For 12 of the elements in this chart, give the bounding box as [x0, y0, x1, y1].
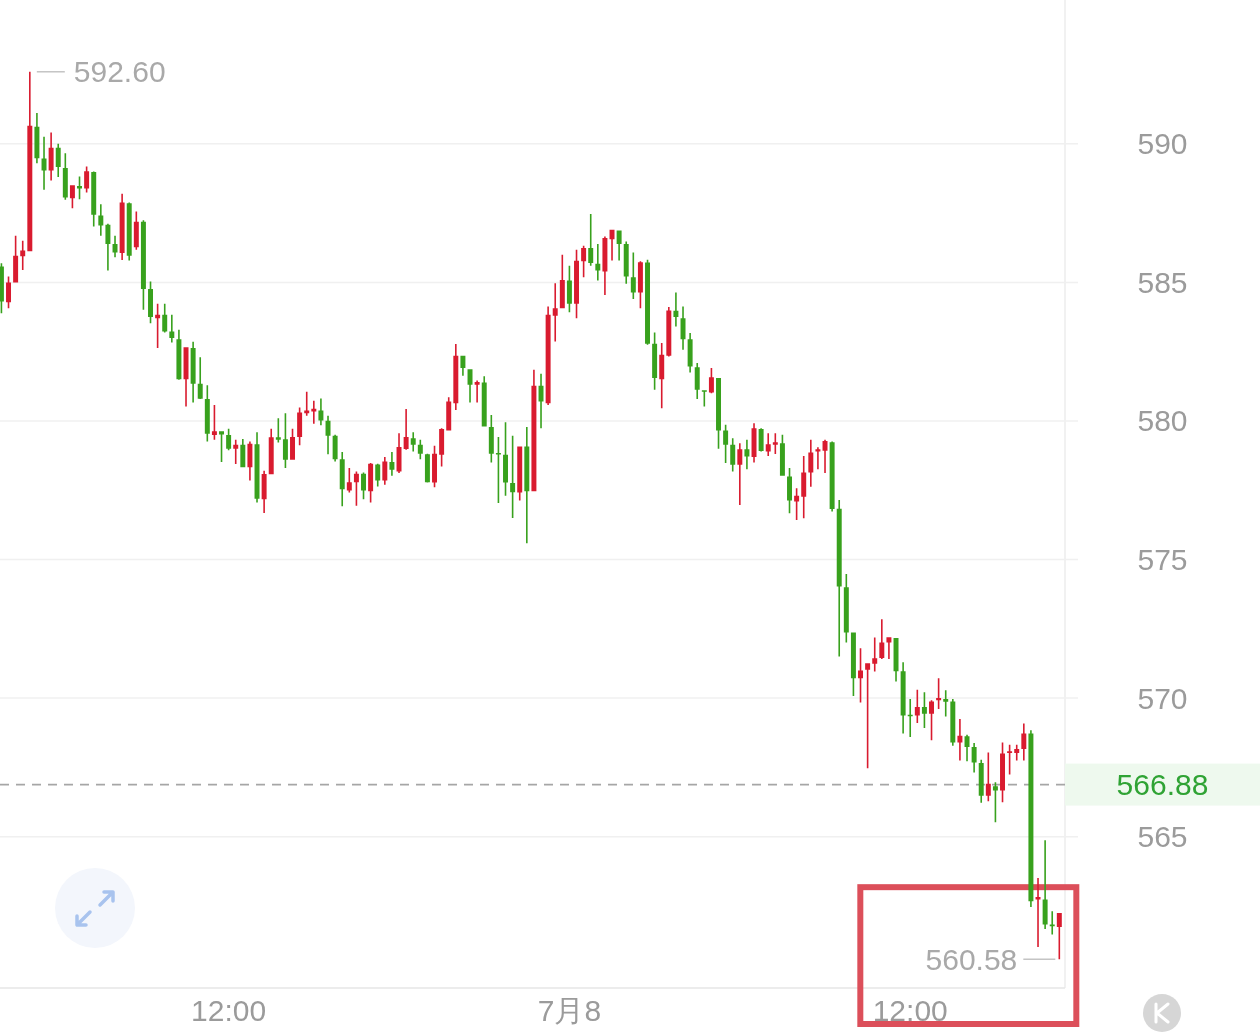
y-tick-label: 570 [1137, 681, 1188, 715]
annotation: 560.58 [925, 942, 1018, 976]
y-tick-label: 590 [1137, 127, 1188, 161]
x-tick-label: 12:00 [872, 993, 948, 1027]
y-tick-label: 585 [1137, 265, 1188, 299]
ref-line-label: 566.88 [1116, 768, 1209, 802]
annotation: 592.60 [73, 55, 166, 89]
x-tick-label: 12:00 [191, 993, 267, 1027]
x-tick-label: 7月8 [537, 993, 602, 1027]
y-tick-label: 575 [1137, 543, 1188, 577]
y-tick-label: 565 [1137, 820, 1188, 854]
y-tick-label: 580 [1137, 404, 1188, 438]
